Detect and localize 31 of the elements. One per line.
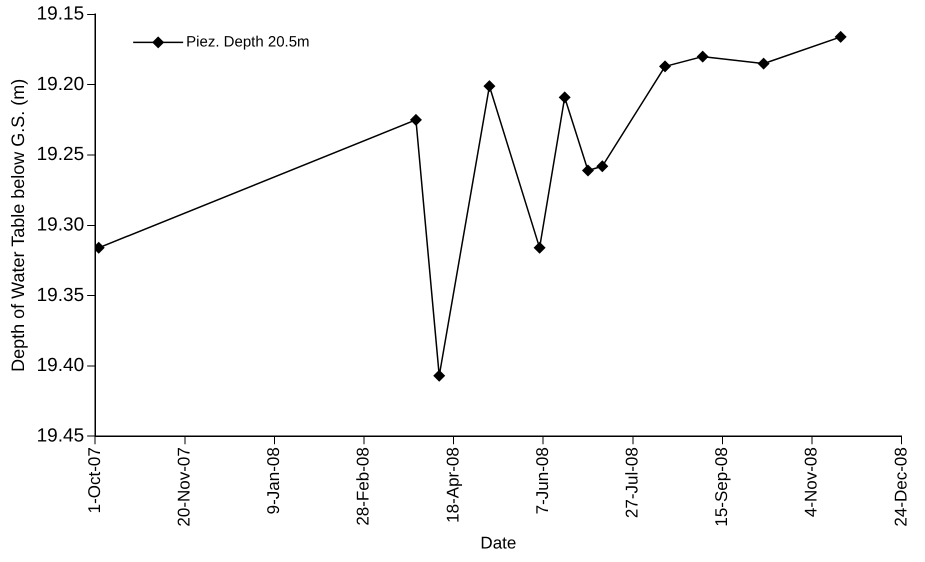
- point: [433, 370, 446, 382]
- x-tick-label: 18-Apr-08: [443, 447, 462, 523]
- point: [483, 80, 496, 92]
- point: [758, 58, 770, 70]
- x-axis-title: Date: [480, 533, 516, 552]
- y-tick-label: 19.15: [36, 4, 84, 25]
- legend-label: Piez. Depth 20.5m: [186, 34, 310, 51]
- x-tick-label: 4-Nov-08: [802, 447, 821, 518]
- point: [582, 164, 594, 176]
- point: [659, 60, 672, 72]
- point: [834, 30, 847, 43]
- x-tick-label: 7-Jun-08: [532, 447, 552, 514]
- y-tick-label: 19.30: [36, 214, 84, 236]
- y-tick-label: 19.20: [36, 74, 84, 95]
- x-tick-label: 24-Dec-08: [891, 447, 910, 527]
- x-tick-label: 20-Nov-07: [174, 447, 194, 527]
- point: [596, 160, 608, 172]
- x-tick-label: 1-Oct-07: [84, 447, 104, 514]
- x-tick-label: 27-Jul-08: [622, 447, 642, 518]
- point: [534, 242, 546, 254]
- y-tick-label: 19.40: [36, 355, 84, 376]
- y-axis-title: Depth of Water Table below G.S. (m): [8, 78, 28, 372]
- y-tick-label: 19.35: [36, 284, 84, 306]
- x-tick-label: 28-Feb-08: [354, 447, 373, 526]
- x-tick-label: 9-Jan-08: [264, 447, 284, 514]
- x-tick-label: 15-Sep-08: [712, 447, 732, 527]
- y-tick-label: 19.25: [36, 144, 84, 166]
- point: [558, 91, 571, 104]
- point: [696, 50, 709, 63]
- y-tick-label: 19.45: [36, 425, 84, 446]
- point: [410, 114, 422, 126]
